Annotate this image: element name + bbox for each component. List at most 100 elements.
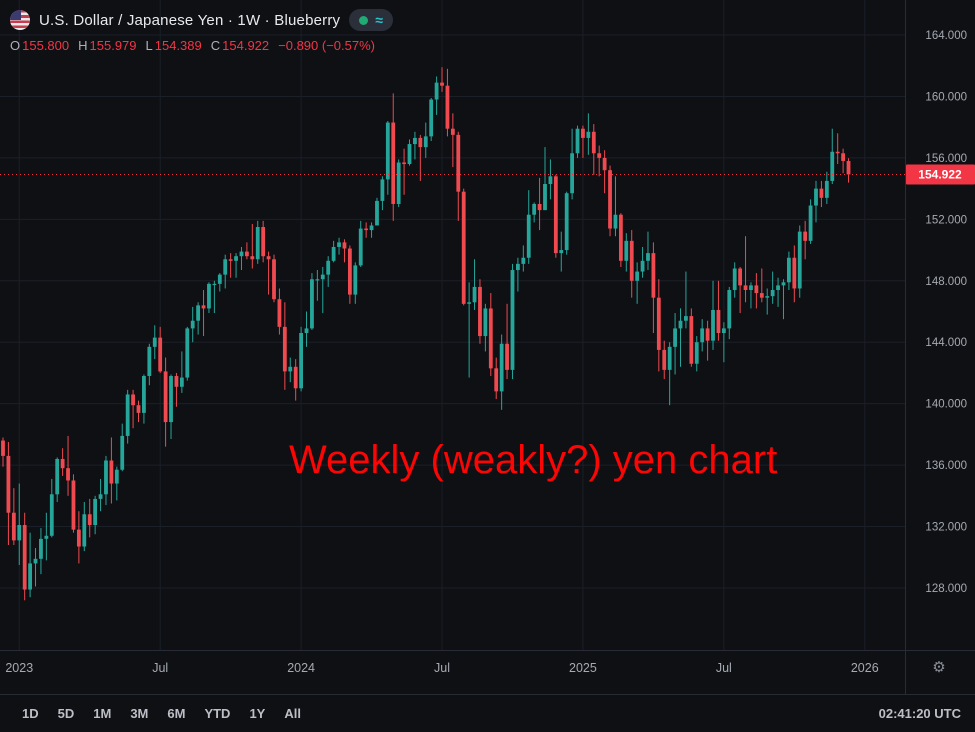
- candle-body[interactable]: [483, 308, 488, 337]
- candle-body[interactable]: [662, 349, 667, 370]
- candle-body[interactable]: [727, 289, 732, 329]
- candle-body[interactable]: [543, 184, 547, 211]
- candle-body[interactable]: [131, 394, 135, 406]
- candle-body[interactable]: [732, 268, 737, 290]
- candle-body[interactable]: [749, 285, 753, 290]
- range-1m-button[interactable]: 1M: [85, 702, 119, 725]
- candle-body[interactable]: [678, 320, 683, 329]
- price-tick-label[interactable]: 152.000: [925, 214, 967, 226]
- candle-body[interactable]: [315, 279, 320, 281]
- candle-body[interactable]: [488, 308, 493, 369]
- candle-body[interactable]: [711, 309, 715, 341]
- candle-body[interactable]: [591, 131, 596, 154]
- candle-body[interactable]: [39, 538, 43, 559]
- candle-body[interactable]: [754, 285, 759, 294]
- candle-body[interactable]: [824, 180, 829, 198]
- candle-body[interactable]: [185, 328, 190, 378]
- symbol-title[interactable]: U.S. Dollar / Japanese Yen · 1W · Bluebe…: [39, 11, 341, 29]
- range-1d-button[interactable]: 1D: [14, 702, 47, 725]
- candle-body[interactable]: [245, 251, 249, 257]
- time-tick-label[interactable]: Jul: [152, 661, 168, 675]
- candle-body[interactable]: [716, 309, 721, 334]
- candle-body[interactable]: [49, 494, 54, 536]
- range-5d-button[interactable]: 5D: [50, 702, 83, 725]
- candle-body[interactable]: [93, 498, 98, 526]
- range-3m-button[interactable]: 3M: [122, 702, 156, 725]
- candle-body[interactable]: [640, 260, 645, 272]
- candle-body[interactable]: [136, 405, 141, 413]
- candle-body[interactable]: [738, 268, 743, 286]
- candle-body[interactable]: [792, 257, 797, 289]
- candle-body[interactable]: [814, 188, 818, 206]
- candle-body[interactable]: [358, 228, 363, 266]
- candle-body[interactable]: [499, 343, 504, 392]
- candle-body[interactable]: [385, 122, 390, 180]
- candle-body[interactable]: [98, 494, 103, 499]
- candle-body[interactable]: [114, 469, 119, 484]
- candle-body[interactable]: [429, 99, 434, 137]
- candle-body[interactable]: [608, 170, 612, 229]
- candle-body[interactable]: [71, 480, 76, 530]
- candle-body[interactable]: [743, 285, 748, 290]
- candle-body[interactable]: [266, 256, 271, 260]
- candle-body[interactable]: [618, 214, 623, 261]
- candle-body[interactable]: [174, 376, 179, 387]
- candle-body[interactable]: [380, 179, 385, 201]
- candle-body[interactable]: [212, 283, 217, 286]
- market-status-pill[interactable]: ≈: [349, 9, 393, 31]
- price-tick-label[interactable]: 160.000: [925, 91, 967, 103]
- candle-body[interactable]: [705, 328, 710, 341]
- candle-body[interactable]: [450, 128, 455, 135]
- price-chart-svg[interactable]: 164.000 160.000 156.000 152.000 148.000 144.0…: [0, 0, 975, 694]
- range-ytd-button[interactable]: YTD: [196, 702, 238, 725]
- chart-area[interactable]: 164.000 160.000 156.000 152.000 148.000 144.0…: [0, 0, 975, 694]
- candle-body[interactable]: [759, 293, 764, 298]
- candle-body[interactable]: [548, 176, 553, 185]
- price-tick-label[interactable]: 144.000: [925, 337, 967, 349]
- candle-body[interactable]: [179, 377, 184, 387]
- candle-body[interactable]: [87, 514, 92, 526]
- candle-body[interactable]: [472, 286, 477, 303]
- price-tick-label[interactable]: 132.000: [925, 522, 967, 534]
- candle-body[interactable]: [456, 134, 461, 192]
- candle-body[interactable]: [60, 458, 65, 469]
- candle-body[interactable]: [11, 512, 16, 541]
- candle-body[interactable]: [320, 274, 325, 280]
- candle-body[interactable]: [581, 128, 585, 138]
- candle-body[interactable]: [369, 225, 374, 231]
- candle-body[interactable]: [553, 176, 558, 254]
- candle-body[interactable]: [797, 231, 802, 289]
- candle-body[interactable]: [169, 376, 173, 423]
- annotation-text[interactable]: Weekly (weakly?) yen chart: [289, 438, 778, 482]
- candle-body[interactable]: [277, 299, 282, 327]
- candle-body[interactable]: [494, 368, 499, 392]
- candle-body[interactable]: [207, 283, 211, 309]
- candle-body[interactable]: [803, 231, 808, 241]
- candle-body[interactable]: [342, 242, 347, 249]
- candle-body[interactable]: [22, 525, 27, 590]
- candle-body[interactable]: [526, 214, 531, 258]
- candle-body[interactable]: [353, 265, 358, 295]
- candle-body[interactable]: [510, 270, 515, 370]
- timezone-clock[interactable]: 02:41:20 UTC: [878, 706, 961, 721]
- candle-body[interactable]: [445, 85, 450, 129]
- candle-body[interactable]: [440, 82, 444, 86]
- candle-body[interactable]: [667, 346, 672, 370]
- candle-body[interactable]: [516, 263, 520, 271]
- candle-body[interactable]: [407, 144, 412, 165]
- candle-body[interactable]: [142, 376, 146, 413]
- time-tick-label[interactable]: 2025: [569, 661, 597, 675]
- time-tick-label[interactable]: 2024: [287, 661, 315, 675]
- candle-body[interactable]: [559, 250, 564, 254]
- candle-body[interactable]: [673, 328, 677, 347]
- candle-body[interactable]: [564, 193, 569, 251]
- candle-body[interactable]: [55, 458, 60, 495]
- candle-body[interactable]: [272, 259, 276, 300]
- candle-body[interactable]: [835, 151, 840, 154]
- candle-body[interactable]: [521, 257, 526, 264]
- candle-body[interactable]: [17, 525, 22, 541]
- candle-body[interactable]: [1, 440, 5, 456]
- price-tick-label[interactable]: 128.000: [925, 583, 967, 595]
- candle-body[interactable]: [76, 529, 81, 547]
- candle-body[interactable]: [602, 157, 607, 171]
